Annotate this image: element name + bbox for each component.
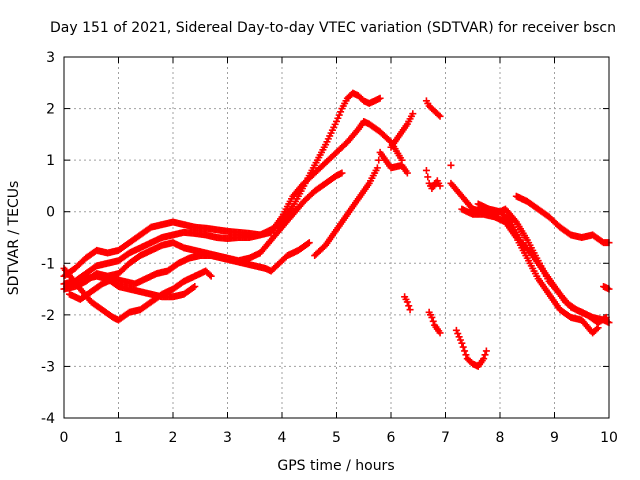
tick-labels: 0 1 2 3 4 5 6 7 8 9 10 -4 -3 -2 -1 0 1 2 3 [41, 50, 618, 446]
y-tick-label: -1 [41, 256, 55, 272]
series-track-17 [474, 200, 610, 327]
series-track-8 [387, 110, 417, 151]
data-point [458, 339, 466, 347]
series-track-16 [458, 205, 602, 337]
data-point [447, 161, 455, 169]
data-point [375, 156, 383, 164]
data-point [304, 240, 312, 248]
series-track-5 [65, 239, 313, 303]
data-point [480, 355, 488, 363]
data-point [435, 111, 443, 119]
data-markers [60, 89, 613, 370]
data-point [334, 114, 342, 122]
data-point [428, 313, 436, 321]
data-point [456, 336, 464, 344]
x-tick-label: 8 [496, 430, 505, 446]
data-point [436, 329, 444, 337]
data-point [481, 351, 489, 359]
data-point [593, 325, 601, 333]
data-point [409, 110, 417, 118]
x-tick-label: 4 [278, 430, 287, 446]
series-track-1 [60, 89, 384, 280]
y-tick-label: -2 [41, 308, 55, 324]
data-point [333, 117, 340, 125]
data-point [403, 169, 411, 177]
data-point [335, 111, 343, 119]
y-tick-label: 0 [46, 205, 55, 221]
series-track-13 [425, 308, 444, 337]
y-tick-label: 3 [46, 50, 55, 66]
series-track-6 [82, 272, 199, 301]
x-tick-label: 0 [60, 430, 69, 446]
series-track-11 [447, 161, 455, 169]
data-point [206, 271, 214, 279]
series-track-7 [311, 148, 411, 260]
data-point [207, 272, 215, 280]
y-tick-label: 2 [46, 102, 55, 118]
data-point [405, 302, 413, 310]
data-point [406, 306, 414, 314]
data-point [601, 314, 609, 322]
data-point [191, 282, 199, 290]
data-point [452, 326, 460, 334]
data-point [506, 217, 514, 225]
plot-frame [63, 56, 610, 419]
series-track-19 [600, 282, 613, 293]
data-point [376, 94, 384, 102]
series-track-10 [422, 166, 444, 193]
data-point [461, 347, 469, 355]
grid [64, 57, 609, 418]
x-tick-label: 7 [441, 430, 450, 446]
data-point [424, 173, 432, 181]
data-point [373, 164, 381, 172]
series-track-18 [512, 192, 613, 247]
data-point [436, 112, 444, 120]
x-axis-label: GPS time / hours [277, 458, 394, 474]
data-point [422, 166, 430, 174]
series-track-12 [401, 293, 414, 314]
data-point [403, 298, 411, 306]
series-track-9 [422, 97, 444, 120]
data-point [482, 347, 490, 355]
data-point [337, 108, 345, 116]
data-point [436, 182, 444, 190]
data-point [459, 343, 467, 351]
data-point [305, 239, 313, 247]
data-point [462, 351, 470, 359]
y-tick-label: -3 [41, 359, 55, 375]
y-tick-label: -4 [41, 411, 55, 427]
chart-title: Day 151 of 2021, Sidereal Day-to-day VTE… [50, 20, 616, 36]
data-point [455, 333, 463, 341]
x-tick-label: 10 [600, 430, 618, 446]
y-tick-label: 1 [46, 153, 55, 169]
x-tick-label: 5 [332, 430, 341, 446]
x-tick-label: 3 [223, 430, 232, 446]
data-point [189, 283, 197, 291]
x-tick-label: 6 [387, 430, 396, 446]
data-point [454, 330, 462, 338]
y-axis-label: SDTVAR / TECUs [6, 181, 22, 296]
x-tick-label: 2 [169, 430, 178, 446]
x-tick-label: 9 [550, 430, 559, 446]
data-point [429, 317, 437, 325]
data-point [338, 169, 346, 177]
series-track-14 [452, 326, 490, 370]
x-tick-label: 1 [114, 430, 123, 446]
